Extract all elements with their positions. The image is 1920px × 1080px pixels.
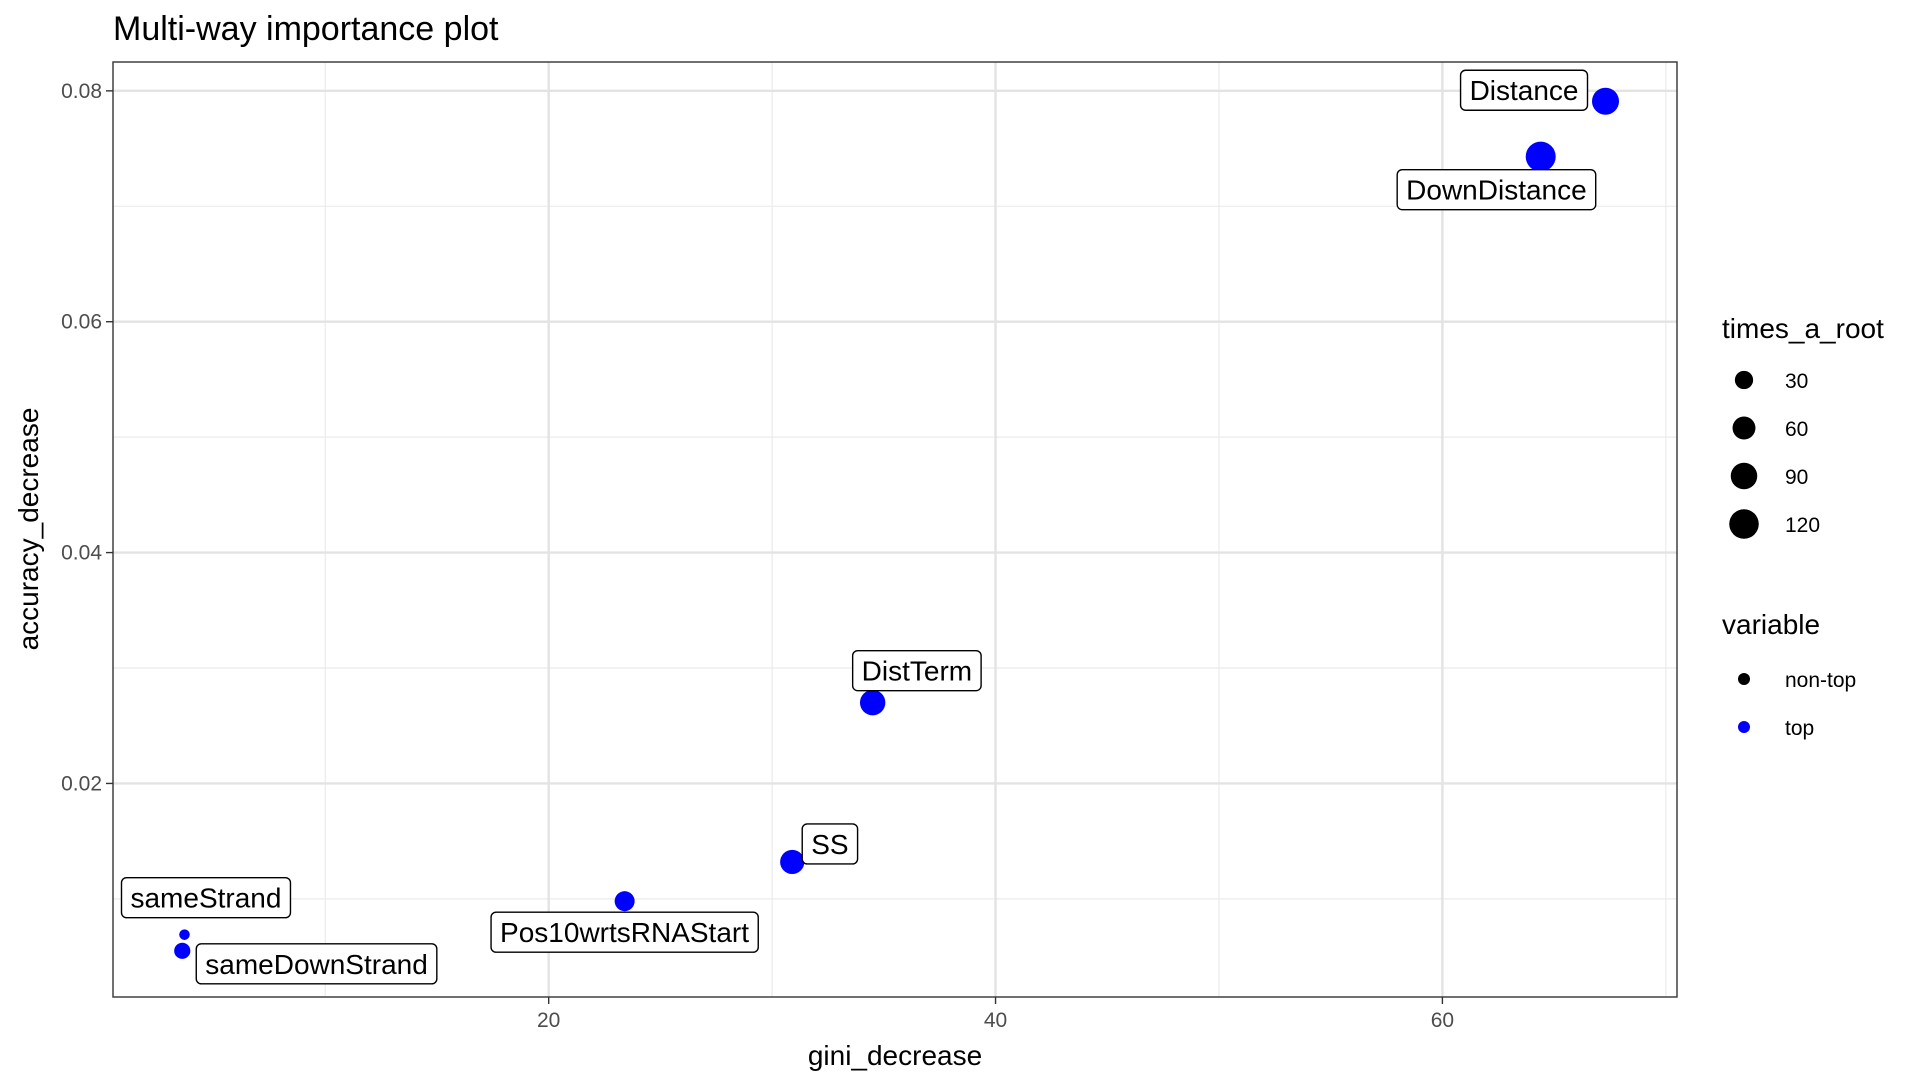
svg-text:sameStrand: sameStrand bbox=[130, 883, 281, 914]
legend-size-label: 30 bbox=[1785, 370, 1808, 393]
legend-color-key bbox=[1738, 721, 1750, 733]
point-label: DownDistance bbox=[1396, 168, 1597, 211]
point-label: sameStrand bbox=[120, 876, 292, 919]
x-tick-label: 60 bbox=[1431, 1009, 1454, 1032]
y-axis: 0.02 0.04 0.06 0.08 bbox=[61, 80, 113, 795]
legend: times_a_root 30 60 90 120 variable non-top t… bbox=[1722, 313, 1884, 740]
svg-text:DownDistance: DownDistance bbox=[1406, 175, 1587, 206]
legend-color-key bbox=[1738, 673, 1750, 685]
legend-size-key bbox=[1730, 462, 1758, 490]
data-point bbox=[859, 689, 886, 716]
data-points bbox=[174, 87, 1620, 959]
legend-size-title: times_a_root bbox=[1722, 313, 1884, 344]
data-point bbox=[1591, 87, 1620, 115]
point-label: SS bbox=[801, 823, 859, 865]
x-tick-label: 40 bbox=[984, 1009, 1007, 1032]
legend-size-label: 90 bbox=[1785, 466, 1808, 489]
data-point bbox=[780, 849, 805, 875]
y-tick-label: 0.08 bbox=[61, 80, 102, 103]
data-point bbox=[174, 942, 191, 959]
legend-size-label: 60 bbox=[1785, 418, 1808, 441]
svg-text:sameDownStrand: sameDownStrand bbox=[205, 949, 428, 980]
svg-text:SS: SS bbox=[811, 829, 848, 860]
data-point bbox=[1525, 141, 1556, 172]
legend-color-label: top bbox=[1785, 717, 1814, 740]
legend-color-label: non-top bbox=[1785, 669, 1856, 692]
y-tick-label: 0.02 bbox=[61, 772, 102, 795]
y-axis-title: accuracy_decrease bbox=[13, 408, 44, 651]
point-label: sameDownStrand bbox=[195, 943, 438, 985]
y-tick-label: 0.04 bbox=[61, 542, 102, 565]
grid-major bbox=[113, 62, 1677, 997]
x-axis: 20 40 60 bbox=[537, 997, 1454, 1032]
y-tick-label: 0.06 bbox=[61, 311, 102, 334]
x-axis-title: gini_decrease bbox=[808, 1040, 982, 1071]
point-label: Pos10wrtsRNAStart bbox=[490, 911, 759, 953]
chart-title: Multi-way importance plot bbox=[113, 10, 499, 48]
point-labels: Distance DownDistance DistTerm SS Pos10wrtsR… bbox=[120, 69, 1597, 985]
legend-size-key bbox=[1729, 509, 1759, 539]
svg-text:Distance: Distance bbox=[1470, 75, 1579, 106]
point-label: Distance bbox=[1459, 69, 1589, 111]
svg-text:Pos10wrtsRNAStart: Pos10wrtsRNAStart bbox=[500, 917, 749, 948]
point-label: DistTerm bbox=[851, 649, 982, 692]
legend-size-key bbox=[1732, 416, 1756, 440]
plot-border bbox=[112, 61, 1678, 998]
data-point bbox=[179, 929, 190, 940]
x-tick-label: 20 bbox=[537, 1009, 560, 1032]
legend-size-key bbox=[1734, 370, 1754, 390]
svg-text:DistTerm: DistTerm bbox=[862, 656, 972, 687]
legend-color-title: variable bbox=[1722, 609, 1820, 640]
plot-background bbox=[113, 62, 1677, 997]
legend-size-label: 120 bbox=[1785, 514, 1820, 537]
data-point bbox=[614, 891, 635, 912]
